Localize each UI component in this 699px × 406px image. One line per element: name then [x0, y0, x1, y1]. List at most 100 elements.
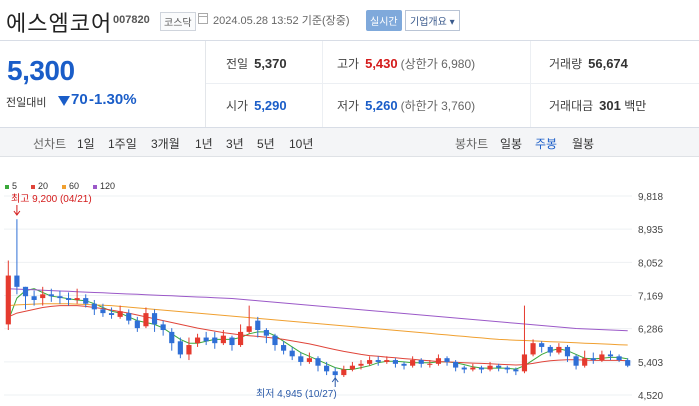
y-tick-label: 5,403	[638, 358, 663, 369]
candle-body	[513, 369, 519, 372]
high-value: 5,430	[365, 56, 398, 71]
candle-body	[220, 335, 226, 344]
candle-body	[237, 331, 244, 346]
candle-body	[5, 275, 11, 325]
tab-line-1y[interactable]: 1년	[195, 137, 213, 151]
candle-body	[599, 354, 605, 361]
candle-body	[22, 286, 29, 297]
candle-body	[384, 360, 390, 362]
low-arrowhead	[331, 377, 339, 383]
candle-body	[401, 363, 407, 366]
prev-close-label: 전일	[226, 57, 249, 71]
candle-body	[487, 365, 493, 370]
ma5-line	[7, 288, 628, 370]
tab-candle-weekly[interactable]: 주봉	[535, 137, 558, 151]
stock-code: 007820	[113, 14, 150, 26]
high-arrowhead	[13, 210, 21, 216]
candle-body	[616, 356, 622, 361]
candle-body	[530, 343, 536, 355]
candle-body	[40, 294, 46, 299]
lower-limit: (하한가 3,760)	[400, 99, 476, 113]
y-tick-label: 8,935	[638, 225, 663, 236]
tab-candle-monthly[interactable]: 월봉	[572, 137, 595, 151]
datetime-value: 2024.05.28 13:52	[213, 15, 299, 27]
candle-body	[143, 313, 149, 327]
candle-body	[504, 367, 510, 370]
candle-body	[117, 311, 123, 317]
change-percent: -1.30%	[89, 91, 137, 108]
tab-candle-daily[interactable]: 일봉	[500, 137, 523, 151]
tab-line-3y[interactable]: 3년	[226, 137, 244, 151]
candle-body	[375, 360, 381, 362]
candle-body	[65, 298, 72, 300]
market-badge: 코스닥	[160, 12, 196, 31]
candle-body	[392, 360, 399, 364]
legend-ma5: 5	[5, 181, 17, 191]
stock-name: 에스엠코어	[6, 12, 113, 37]
candle-body	[470, 367, 476, 370]
tab-line-1d[interactable]: 1일	[77, 137, 95, 151]
candle-body	[410, 360, 416, 366]
candle-body	[126, 313, 132, 321]
quote-panel: 5,300 전일대비 70 -1.30% 전일 5,370 고가 5,430 (상한가…	[0, 41, 699, 128]
legend-label: 120	[100, 181, 116, 191]
candle-body	[203, 337, 209, 342]
quote-datetime: 2024.05.28 13:52 기준(장중)	[213, 12, 350, 28]
high-label: 고가	[337, 57, 360, 71]
candle-body	[496, 365, 502, 368]
day-low: 저가 5,260 (하한가 3,760)	[337, 97, 475, 114]
y-tick-label: 6,286	[638, 325, 663, 336]
legend-swatch	[62, 184, 66, 189]
tab-group-candle: 봉차트	[455, 137, 489, 151]
candle-body	[31, 296, 37, 300]
candle-body	[246, 326, 252, 332]
candle-body	[160, 324, 166, 331]
low-value: 5,260	[365, 98, 398, 113]
candle-body	[134, 320, 140, 329]
datetime-basis: 기준(장중)	[301, 15, 350, 27]
company-overview-dropdown[interactable]: 기업개요 ▾	[405, 10, 460, 31]
candle-body	[108, 313, 115, 315]
candle-body	[521, 354, 528, 372]
candle-body	[547, 346, 553, 353]
candle-body	[332, 371, 338, 376]
candle-body	[556, 346, 562, 353]
candle-body	[478, 367, 485, 370]
day-high: 고가 5,430 (상한가 6,980)	[337, 55, 475, 72]
trade-amount: 거래대금 301 백만	[549, 97, 646, 114]
open: 시가 5,290	[226, 97, 287, 114]
volume-value: 56,674	[588, 56, 628, 71]
legend-label: 60	[69, 181, 80, 191]
realtime-button[interactable]: 실시간	[366, 10, 402, 31]
legend-ma120: 120	[93, 181, 115, 191]
candle-body	[564, 346, 571, 357]
legend-swatch	[93, 184, 97, 189]
upper-limit: (상한가 6,980)	[400, 57, 476, 71]
candle-body	[289, 350, 295, 357]
candle-body	[315, 358, 321, 366]
open-label: 시가	[226, 99, 249, 113]
candle-body	[427, 363, 433, 365]
change-value: 70	[71, 91, 88, 108]
tab-line-3m[interactable]: 3개월	[151, 137, 180, 151]
candle-body	[263, 330, 269, 336]
candle-body	[91, 303, 97, 310]
y-tick-label: 8,052	[638, 258, 663, 269]
candle-body	[341, 369, 347, 376]
candle-body	[461, 367, 467, 370]
tab-line-1w[interactable]: 1주일	[108, 137, 137, 151]
change-label: 전일대비	[6, 97, 47, 109]
tab-line-10y[interactable]: 10년	[289, 137, 314, 151]
y-tick-label: 9,818	[638, 192, 663, 203]
amount-value: 301	[599, 98, 621, 113]
candle-body	[151, 313, 158, 325]
candle-body	[367, 360, 373, 364]
divider	[530, 41, 531, 127]
chart-tabs: 선차트 1일 1주일 3개월 1년 3년 5년 10년 봉차트 일봉 주봉 월봉	[0, 128, 699, 157]
candle-body	[324, 365, 330, 372]
down-triangle-icon	[58, 96, 70, 106]
ma120-line	[8, 288, 628, 332]
candle-body	[582, 358, 588, 366]
candle-body	[573, 356, 579, 366]
tab-line-5y[interactable]: 5년	[257, 137, 275, 151]
